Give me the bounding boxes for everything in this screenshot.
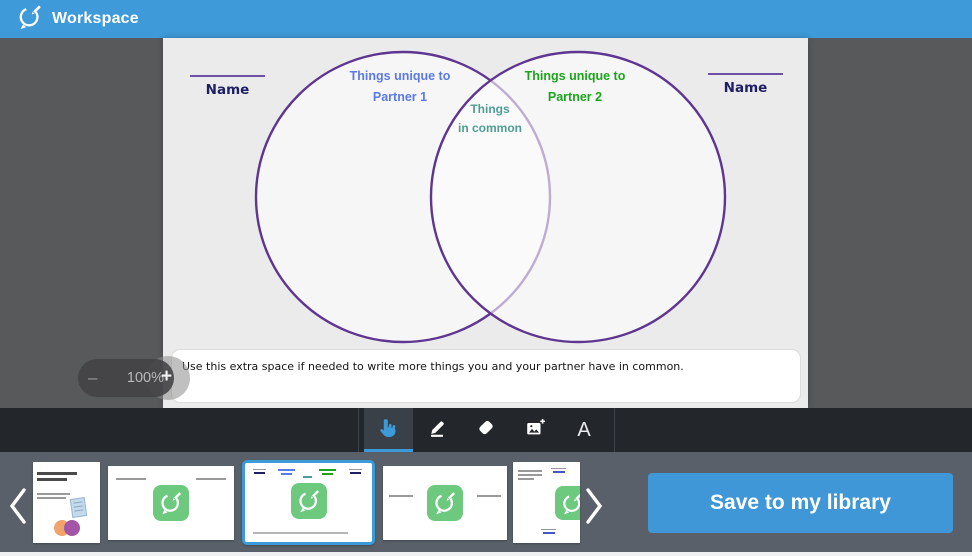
kami-badge-icon bbox=[555, 486, 580, 520]
thumb5-text-line bbox=[518, 478, 534, 480]
insert-image-tool-button[interactable] bbox=[511, 408, 560, 452]
extra-space-box: Use this extra space if needed to write … bbox=[171, 349, 801, 403]
circle1-label: Things unique to Partner 1 bbox=[310, 66, 490, 108]
pen-tool-button[interactable] bbox=[413, 408, 462, 452]
name-underline-right bbox=[708, 73, 783, 75]
zoom-pill: – 100% bbox=[78, 359, 174, 397]
thumb3-partner2-text bbox=[319, 469, 336, 471]
name-field-right: Name bbox=[708, 73, 783, 96]
page-thumbnail-3-selected[interactable] bbox=[242, 460, 375, 545]
kami-badge-icon bbox=[291, 483, 327, 519]
thumb5-name-line bbox=[551, 468, 566, 469]
text-icon: A bbox=[577, 418, 591, 441]
kami-badge-icon bbox=[427, 485, 463, 521]
circle2-label-line2: Partner 2 bbox=[547, 90, 603, 104]
name-underline-left bbox=[190, 75, 265, 77]
page-thumbnail-1[interactable] bbox=[33, 462, 100, 543]
circle2-label: Things unique to Partner 2 bbox=[485, 66, 665, 108]
tool-group: A bbox=[357, 408, 615, 452]
pen-icon bbox=[426, 417, 448, 444]
thumb5-name-line bbox=[541, 529, 556, 530]
zoom-in-button[interactable]: + bbox=[161, 366, 173, 387]
thumb4-text-line bbox=[389, 495, 413, 497]
circle2-label-line1: Things unique to bbox=[524, 69, 626, 83]
thumb3-name-text bbox=[350, 472, 361, 474]
thumb3-common-text bbox=[303, 476, 312, 478]
document-page: Name Name Things unique to Partner 1 Thi… bbox=[163, 38, 808, 408]
overlap-label-line1: Things bbox=[470, 102, 510, 116]
thumb1-text-line bbox=[37, 472, 77, 475]
thumb3-partner1-text bbox=[281, 473, 292, 475]
app-title: Workspace bbox=[52, 10, 139, 27]
document-canvas: Name Name Things unique to Partner 1 Thi… bbox=[0, 38, 972, 408]
venn-circle-purple bbox=[64, 520, 80, 536]
thumb1-text-line bbox=[37, 497, 66, 499]
page-thumbnail-5[interactable] bbox=[513, 462, 580, 543]
zoom-level: 100% bbox=[126, 370, 164, 386]
overlap-label: Things in common bbox=[430, 100, 550, 138]
app-header: Workspace bbox=[0, 0, 972, 38]
page-filmstrip: Save to my library bbox=[0, 452, 972, 552]
circle1-label-line2: Partner 1 bbox=[372, 90, 428, 104]
thumb5-name-text bbox=[543, 532, 555, 534]
eraser-icon bbox=[475, 417, 497, 444]
kami-logo-icon bbox=[16, 3, 44, 36]
thumb1-text-line bbox=[37, 478, 67, 481]
select-tool-button[interactable] bbox=[363, 408, 413, 452]
thumb3-name-line bbox=[349, 469, 362, 470]
name-label-right: Name bbox=[723, 80, 768, 96]
save-to-library-button[interactable]: Save to my library bbox=[648, 473, 953, 533]
thumb5-name-text bbox=[553, 471, 565, 473]
thumb5-text-line bbox=[518, 470, 542, 472]
pointer-hand-icon bbox=[377, 417, 399, 444]
thumb3-partner1-text bbox=[278, 469, 295, 471]
page-thumbnail-2[interactable] bbox=[108, 466, 234, 540]
circle1-label-line1: Things unique to bbox=[349, 69, 451, 83]
thumb5-text-line bbox=[518, 474, 542, 476]
eraser-tool-button[interactable] bbox=[462, 408, 511, 452]
name-field-left: Name bbox=[190, 75, 265, 98]
thumb3-name-text bbox=[254, 472, 265, 474]
thumb3-name-line bbox=[253, 469, 266, 470]
zoom-control: – 100% + bbox=[78, 355, 192, 401]
thumb3-note-line bbox=[253, 532, 348, 534]
thumb4-text-line bbox=[477, 495, 501, 497]
notepad-image bbox=[69, 497, 88, 518]
page-thumbnail-4[interactable] bbox=[383, 466, 507, 540]
text-tool-button[interactable]: A bbox=[560, 408, 609, 452]
extra-space-note: Use this extra space if needed to write … bbox=[182, 360, 684, 373]
chevron-right-icon bbox=[581, 488, 607, 531]
zoom-out-button[interactable]: – bbox=[88, 368, 98, 387]
thumb2-text-line bbox=[196, 478, 226, 480]
prev-pages-button[interactable] bbox=[5, 485, 31, 527]
bottom-edge-strip bbox=[0, 552, 972, 556]
thumb2-text-line bbox=[116, 478, 146, 480]
venn-diagram bbox=[254, 50, 727, 344]
chevron-left-icon bbox=[5, 488, 31, 531]
name-label-left: Name bbox=[205, 82, 250, 98]
next-pages-button[interactable] bbox=[581, 485, 607, 527]
thumb1-text-line bbox=[37, 493, 70, 495]
thumb3-partner2-text bbox=[322, 473, 333, 475]
image-add-icon bbox=[524, 417, 546, 444]
kami-badge-icon bbox=[153, 485, 189, 521]
overlap-label-line2: in common bbox=[457, 121, 522, 135]
annotation-toolbar: A bbox=[0, 408, 972, 452]
